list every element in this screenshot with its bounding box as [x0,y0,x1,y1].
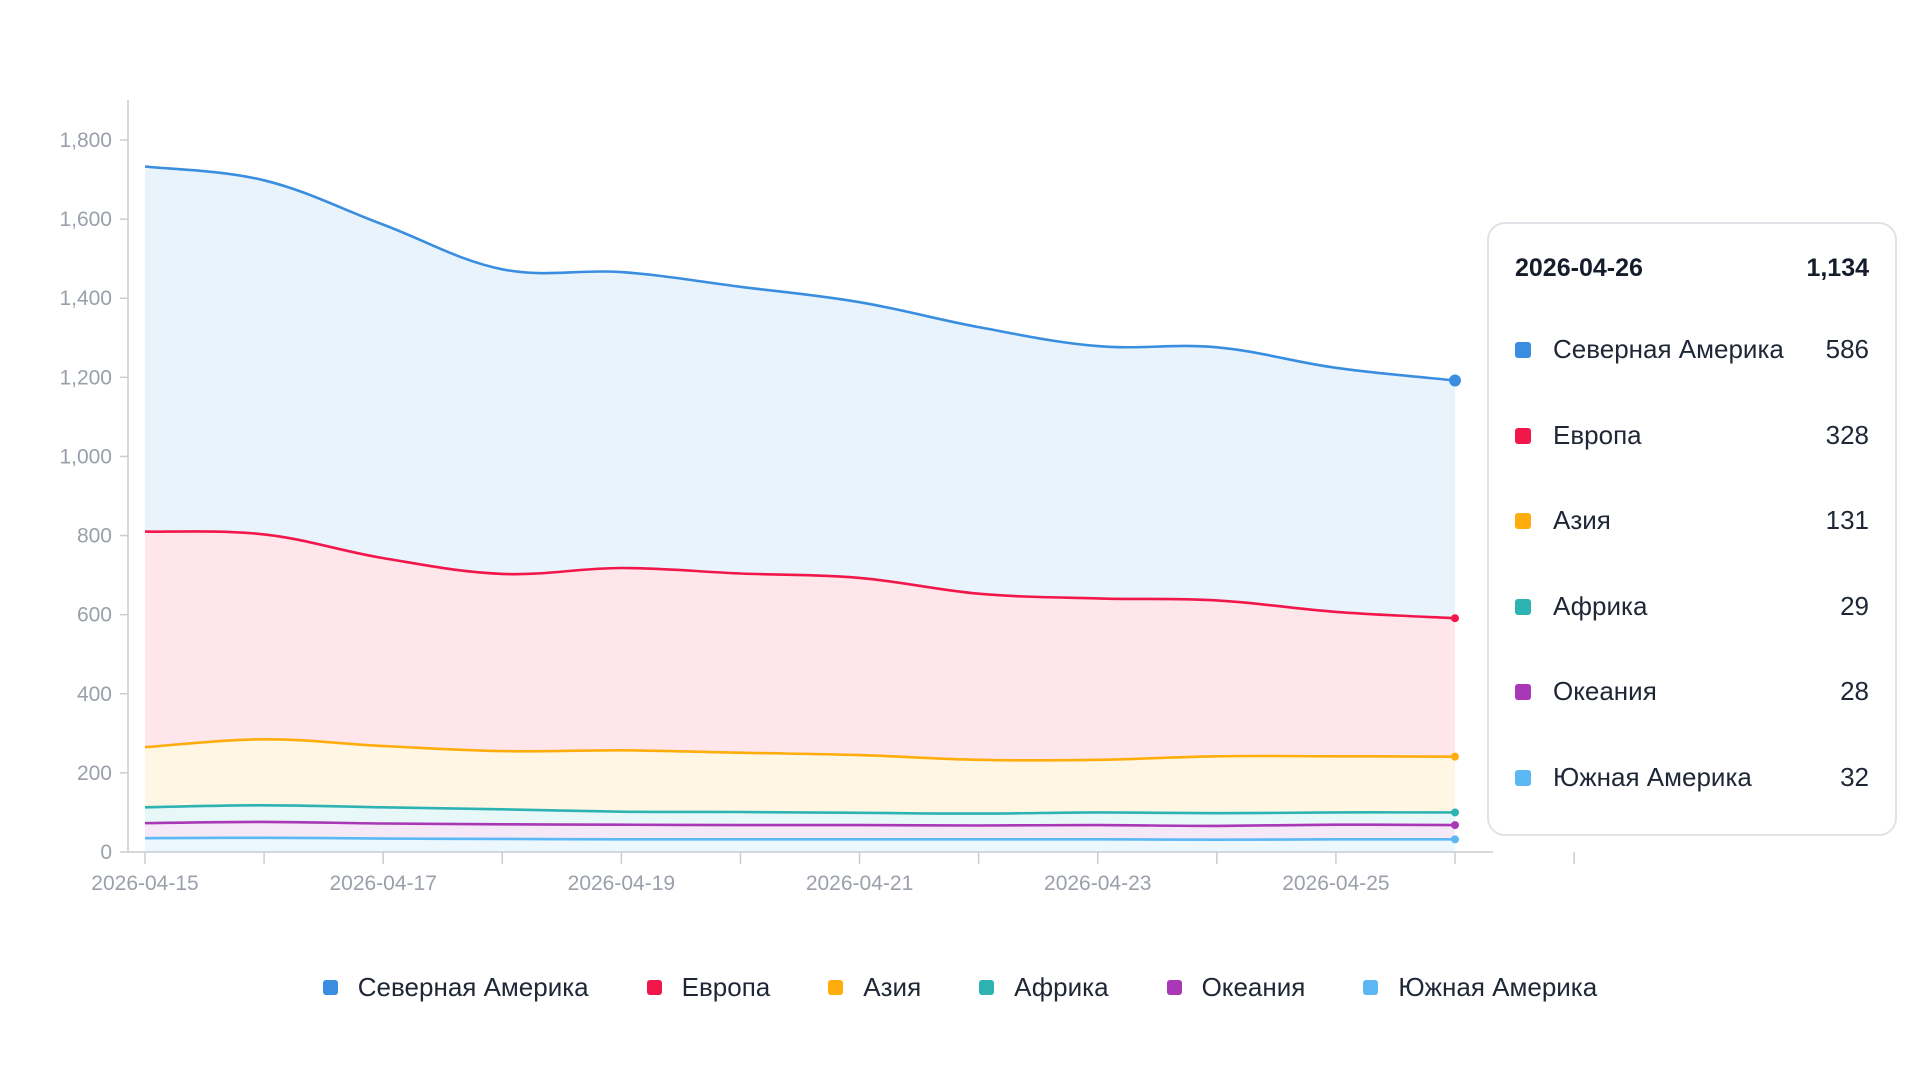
y-tick-label: 1,200 [59,366,112,389]
legend-label: Южная Америка [1398,972,1598,1002]
tooltip-row: Африка 29 [1515,591,1869,622]
chart-axes: 0 200 400 600 800 1,000 1,200 1,400 1,600 1,800 20… [59,100,1575,895]
legend-item-north-america[interactable]: Северная Америка [322,972,589,1003]
tooltip-swatch [1515,769,1531,786]
legend-label: Европа [681,972,771,1002]
chart-legend: Северная Америка Европа Азия Африка Океа… [0,972,1920,1003]
tooltip-total: 1,134 [1806,254,1869,282]
tooltip-row-name: Африка [1553,591,1648,621]
tooltip-row-name: Азия [1553,505,1611,535]
line-африка [144,803,1456,815]
chart-areas [145,166,1455,852]
line-северная-америка [144,165,1456,382]
tooltip-row-value: 32 [1840,762,1869,792]
legend-item-africa[interactable]: Африка [979,972,1109,1003]
end-marker-европа [1451,614,1459,623]
x-tick-label: 2026-04-19 [568,872,675,895]
tooltip-swatch [1515,512,1531,529]
legend-label: Африка [1014,972,1109,1002]
y-tick-label: 200 [77,762,112,785]
legend-item-asia[interactable]: Азия [828,972,921,1003]
y-tick-label: 1,400 [59,287,112,310]
area-азия [145,739,1455,814]
y-tick-label: 1,800 [59,129,112,152]
tooltip-row-value: 28 [1840,676,1869,706]
tooltip-header: 2026-04-26 1,134 [1515,254,1869,283]
y-tick-label: 1,000 [59,445,112,468]
tooltip-swatch [1515,427,1531,444]
line-южная-америка [144,836,1455,842]
area-южная-америка [145,837,1455,852]
x-tick-label: 2026-04-23 [1044,872,1151,895]
legend-swatch [1166,980,1182,995]
tooltip-swatch [1515,683,1531,700]
tooltip-row-name: Океания [1553,676,1657,706]
tooltip-row: Европа 328 [1515,420,1869,451]
tooltip-row: Южная Америка 32 [1515,762,1869,793]
chart-lines [144,165,1456,842]
area-африка [145,805,1455,826]
end-marker-азия [1451,752,1459,761]
tooltip-row-name: Южная Америка [1553,762,1752,792]
tooltip-row-name: Северная Америка [1553,334,1784,364]
tooltip-row-value: 131 [1825,505,1869,535]
end-marker-африка [1451,808,1459,817]
legend-swatch [979,980,995,995]
legend-item-oceania[interactable]: Океания [1166,972,1306,1003]
y-tick-label: 800 [77,525,112,548]
tooltip-row-name: Европа [1553,420,1642,450]
tooltip-row: Океания 28 [1515,676,1869,707]
end-marker-северная-америка [1449,374,1461,387]
y-tick-label: 1,600 [59,208,112,231]
end-marker-южная-америка [1451,835,1459,844]
legend-label: Азия [863,972,922,1002]
legend-item-south-america[interactable]: Южная Америка [1363,972,1597,1003]
chart-markers [1449,374,1461,844]
legend-label: Океания [1201,972,1306,1002]
line-азия [144,737,1456,762]
legend-item-europe[interactable]: Европа [646,972,771,1003]
legend-swatch [322,980,338,995]
legend-swatch [828,980,844,995]
area-северная-америка [145,166,1455,619]
end-marker-океания [1451,821,1459,830]
tooltip-row: Северная Америка 586 [1515,334,1869,365]
tooltip-row-value: 586 [1825,334,1869,364]
x-tick-label: 2026-04-21 [806,872,913,895]
line-океания [144,820,1456,828]
y-tick-label: 400 [77,683,112,706]
x-tick-label: 2026-04-25 [1282,872,1389,895]
legend-swatch [1363,980,1379,995]
line-европа [144,530,1456,620]
legend-label: Северная Америка [357,972,589,1002]
tooltip-swatch [1515,598,1531,615]
tooltip-row-value: 328 [1825,420,1869,450]
tooltip-date: 2026-04-26 [1515,254,1643,282]
tooltip-row-value: 29 [1840,591,1869,621]
legend-swatch [646,980,662,995]
area-европа [145,531,1455,761]
y-tick-label: 600 [77,604,112,627]
chart-tooltip: 2026-04-26 1,134 Северная Америка 586 Ев… [1487,222,1897,836]
tooltip-swatch [1515,341,1531,358]
tooltip-row: Азия 131 [1515,505,1869,536]
y-tick-label: 0 [100,841,112,864]
x-tick-label: 2026-04-15 [91,872,198,895]
x-tick-label: 2026-04-17 [329,872,436,895]
